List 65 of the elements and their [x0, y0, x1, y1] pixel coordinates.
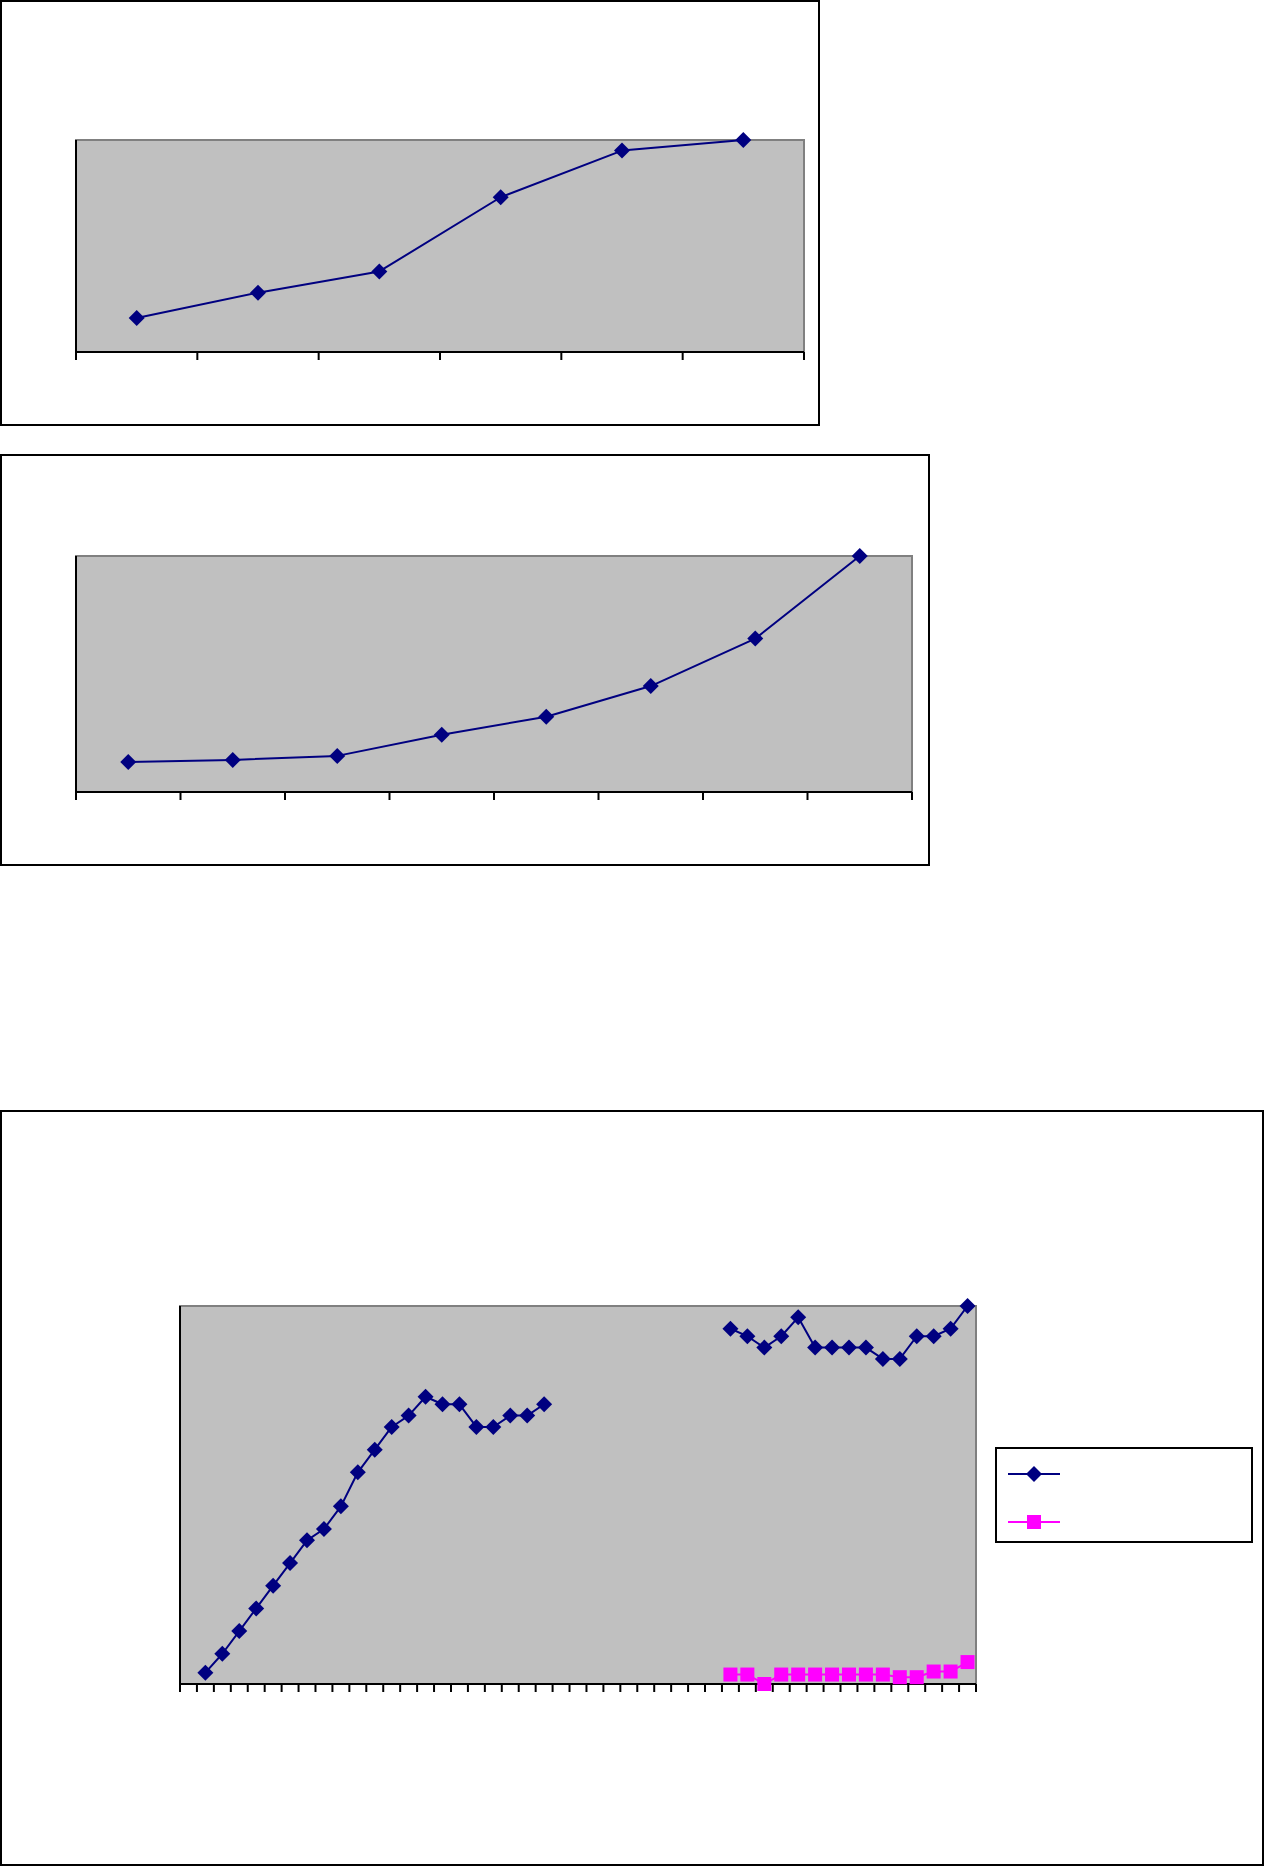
- point: [825, 1667, 840, 1682]
- point: [735, 132, 752, 148]
- point: [332, 1498, 349, 1515]
- point: [128, 310, 145, 327]
- point: [909, 1670, 924, 1685]
- point: [248, 1600, 265, 1617]
- point: [739, 1328, 756, 1345]
- point: [959, 1298, 976, 1314]
- point: [960, 1655, 975, 1670]
- point: [366, 1441, 383, 1458]
- point: [723, 1667, 738, 1682]
- point: [824, 1339, 841, 1356]
- point: [942, 1320, 959, 1337]
- point: [315, 1521, 332, 1538]
- point: [943, 1664, 958, 1679]
- point: [349, 1464, 366, 1481]
- point: [214, 1645, 231, 1662]
- point: [790, 1309, 807, 1326]
- point: [383, 1418, 400, 1435]
- point: [231, 1623, 248, 1640]
- point: [282, 1555, 299, 1572]
- point: [747, 630, 764, 647]
- point: [536, 1396, 553, 1413]
- point: [851, 548, 868, 564]
- point: [875, 1667, 890, 1682]
- point: [892, 1670, 907, 1685]
- point: [925, 1328, 942, 1345]
- point: [434, 1396, 451, 1413]
- point: [756, 1339, 773, 1356]
- point: [874, 1350, 891, 1367]
- point: [908, 1328, 925, 1345]
- point: [926, 1664, 941, 1679]
- point: [840, 1339, 857, 1356]
- point: [417, 1388, 434, 1405]
- point: [857, 1339, 874, 1356]
- point: [224, 751, 241, 768]
- point: [492, 189, 509, 206]
- point: [468, 1418, 485, 1435]
- point: [451, 1396, 468, 1413]
- point: [841, 1667, 856, 1682]
- point: [502, 1407, 519, 1424]
- point: [808, 1667, 823, 1682]
- point: [265, 1577, 282, 1594]
- point: [400, 1407, 417, 1424]
- point: [757, 1677, 772, 1691]
- point: [485, 1418, 502, 1435]
- point: [740, 1667, 755, 1682]
- point: [791, 1667, 806, 1682]
- point: [329, 747, 346, 764]
- point: [299, 1532, 316, 1549]
- point: [773, 1328, 790, 1345]
- point: [371, 263, 388, 280]
- point: [197, 1664, 214, 1681]
- point: [858, 1667, 873, 1682]
- point: [433, 726, 450, 743]
- point: [891, 1350, 908, 1367]
- point: [642, 678, 659, 695]
- point: [614, 142, 630, 159]
- point: [120, 754, 137, 771]
- point: [722, 1320, 739, 1337]
- point: [774, 1667, 789, 1682]
- point: [807, 1339, 824, 1356]
- point: [519, 1407, 536, 1424]
- point: [250, 284, 266, 301]
- point: [538, 708, 555, 725]
